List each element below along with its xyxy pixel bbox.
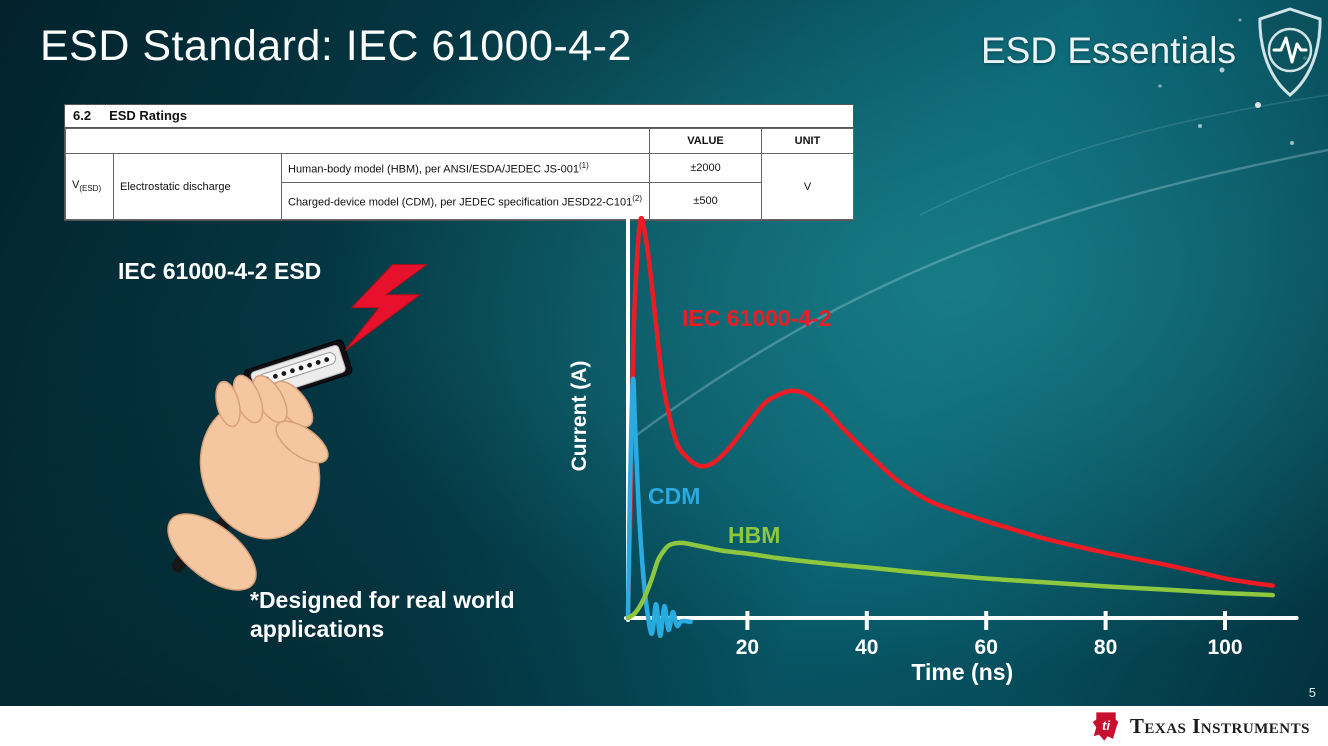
- x-tick-label: 60: [975, 636, 998, 659]
- table-caption: 6.2 ESD Ratings: [65, 105, 853, 128]
- x-tick-label: 100: [1207, 636, 1242, 659]
- lightning-bolt-icon: [344, 264, 429, 352]
- param-symbol-cell: V(ESD): [65, 153, 114, 220]
- footer-bar: ti Texas Instruments: [0, 706, 1328, 746]
- fingers: [215, 374, 329, 464]
- brand-wordmark: Texas Instruments: [1129, 713, 1310, 738]
- x-tick-label: 40: [855, 636, 878, 659]
- cdm-value-cell: ±500: [649, 182, 762, 220]
- iec-esd-label: IEC 61000-4-2 ESD: [118, 258, 322, 284]
- esd-ratings-table: 6.2 ESD Ratings VALUE UNIT V(ESD) Electro…: [64, 104, 854, 221]
- hbm-value-cell: ±2000: [649, 153, 762, 183]
- forearm: [167, 513, 257, 591]
- page-number: 5: [1308, 685, 1316, 700]
- series-CDM: [625, 376, 693, 639]
- cdm-desc-cell: Charged-device model (CDM), per JEDEC sp…: [281, 182, 650, 220]
- param-name-cell: Electrostatic discharge: [113, 153, 282, 220]
- section-number: 6.2: [73, 108, 92, 123]
- table-row: V(ESD) Electrostatic discharge Human-bod…: [65, 153, 854, 220]
- series-title: ESD Essentials: [981, 30, 1236, 71]
- table-row: Charged-device model (CDM), per JEDEC sp…: [66, 182, 854, 220]
- page-title: ESD Standard: IEC 61000-4-2: [40, 22, 632, 70]
- x-tick-label: 20: [736, 636, 759, 659]
- series-label-CDM: CDM: [648, 483, 700, 509]
- series-IEC 61000-4-2: [625, 215, 1276, 621]
- x-axis-label: Time (ns): [911, 659, 1013, 685]
- footnote: *Designed for real world applications: [250, 587, 515, 642]
- header-empty-cell: [65, 128, 650, 154]
- esd-current-chart: 20 40 60 80 100 Time (ns) Current (A) IEC 61000…: [560, 208, 1320, 690]
- series-label-HBM: HBM: [728, 522, 780, 548]
- table-header-row: VALUE UNIT: [65, 128, 854, 154]
- x-tick-label: 80: [1094, 636, 1117, 659]
- hand-holding-hdmi-connector-illustration: [167, 264, 429, 591]
- series-label-IEC 61000-4-2: IEC 61000-4-2: [682, 305, 832, 331]
- ti-logo-icon: ti: [1092, 711, 1119, 741]
- esd-current-chart-svg: 20 40 60 80 100 Time (ns) Current (A) IEC 61000…: [568, 212, 1299, 685]
- series-HBM: [625, 540, 1276, 621]
- y-axis-label: Current (A): [568, 361, 591, 472]
- esd-essentials-shield-icon: [1258, 7, 1322, 97]
- header-unit: UNIT: [761, 128, 854, 154]
- svg-text:ti: ti: [1102, 718, 1110, 733]
- hbm-desc-cell: Human-body model (HBM), per ANSI/ESDA/JE…: [281, 153, 650, 183]
- unit-cell: V: [761, 153, 854, 220]
- section-title: ESD Ratings: [109, 108, 188, 123]
- header-value: VALUE: [649, 128, 762, 154]
